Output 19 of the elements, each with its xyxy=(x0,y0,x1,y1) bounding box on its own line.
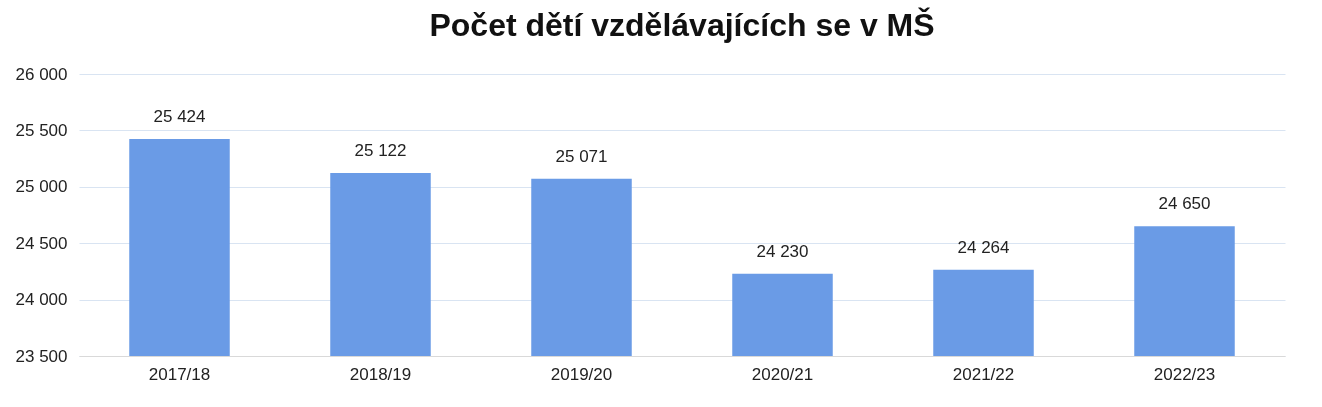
x-tick-label: 2021/22 xyxy=(952,364,1015,384)
data-label: 25 071 xyxy=(555,146,608,166)
x-tick-label: 2018/19 xyxy=(349,364,412,384)
y-tick-label: 23 500 xyxy=(15,346,68,366)
x-tick-label: 2020/21 xyxy=(751,364,814,384)
data-label: 24 650 xyxy=(1158,194,1211,214)
y-tick-label: 24 500 xyxy=(15,233,68,253)
data-label: 25 122 xyxy=(354,141,407,161)
data-label: 24 264 xyxy=(957,237,1010,257)
chart-title: Počet dětí vzdělávajících se v MŠ xyxy=(429,7,935,43)
x-tick-label: 2022/23 xyxy=(1153,364,1216,384)
y-tick-label: 25 500 xyxy=(15,120,68,140)
x-tick-label: 2019/20 xyxy=(550,364,613,384)
y-tick-label: 24 000 xyxy=(15,290,68,310)
data-label: 25 424 xyxy=(153,106,206,126)
data-label: 24 230 xyxy=(756,241,809,261)
x-tick-label: 2017/18 xyxy=(148,364,211,384)
y-tick-label: 25 000 xyxy=(15,177,68,197)
y-tick-label: 26 000 xyxy=(15,64,68,84)
